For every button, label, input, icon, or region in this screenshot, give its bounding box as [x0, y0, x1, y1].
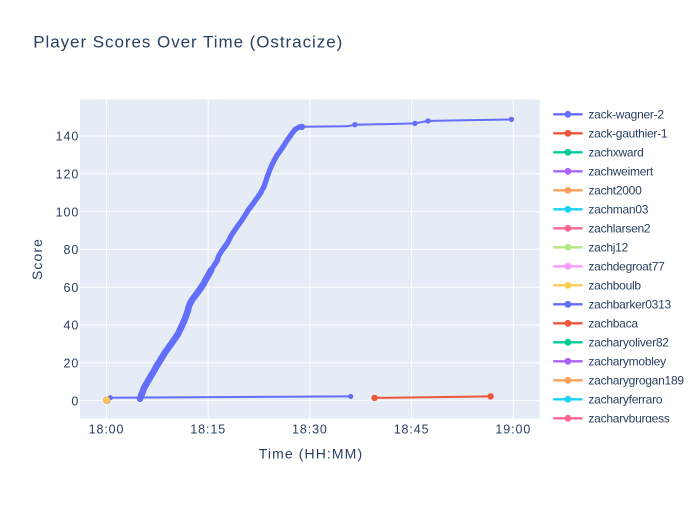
svg-text:zacharygrogan189: zacharygrogan189: [588, 374, 684, 388]
svg-text:zachj12: zachj12: [588, 241, 628, 255]
svg-text:zack-wagner-2: zack-wagner-2: [588, 108, 664, 122]
svg-text:zacharyburgess: zacharyburgess: [588, 412, 669, 426]
svg-text:zacharyoliver82: zacharyoliver82: [588, 336, 669, 350]
svg-text:zacharymobley: zacharymobley: [588, 355, 666, 369]
svg-text:18:00: 18:00: [89, 423, 125, 437]
svg-text:zachboulb: zachboulb: [588, 279, 641, 293]
svg-text:0: 0: [71, 394, 79, 408]
svg-text:Player Scores Over Time (Ostra: Player Scores Over Time (Ostracize): [33, 33, 343, 52]
svg-text:60: 60: [63, 281, 79, 295]
svg-text:100: 100: [56, 205, 80, 219]
svg-text:18:45: 18:45: [394, 423, 430, 437]
svg-text:140: 140: [56, 130, 80, 144]
svg-text:zachbarker0313: zachbarker0313: [588, 298, 671, 312]
svg-text:120: 120: [56, 168, 80, 182]
svg-text:zacharyferraro: zacharyferraro: [588, 393, 662, 407]
svg-text:40: 40: [63, 319, 79, 333]
svg-text:zacht2000: zacht2000: [588, 184, 642, 198]
svg-text:Time (HH:MM): Time (HH:MM): [259, 446, 363, 462]
svg-text:zachweimert: zachweimert: [588, 165, 654, 179]
svg-text:zachman03: zachman03: [588, 203, 648, 217]
svg-text:18:15: 18:15: [190, 423, 226, 437]
svg-text:Score: Score: [29, 238, 45, 280]
svg-text:19:00: 19:00: [495, 423, 531, 437]
svg-text:zachdegroat77: zachdegroat77: [588, 260, 665, 274]
svg-text:zachlarsen2: zachlarsen2: [588, 222, 651, 236]
svg-text:20: 20: [63, 357, 79, 371]
svg-text:80: 80: [63, 243, 79, 257]
svg-text:zachbaca: zachbaca: [588, 317, 638, 331]
svg-text:zack-gauthier-1: zack-gauthier-1: [588, 127, 668, 141]
svg-text:18:30: 18:30: [292, 423, 328, 437]
svg-text:zachxward: zachxward: [588, 146, 643, 160]
